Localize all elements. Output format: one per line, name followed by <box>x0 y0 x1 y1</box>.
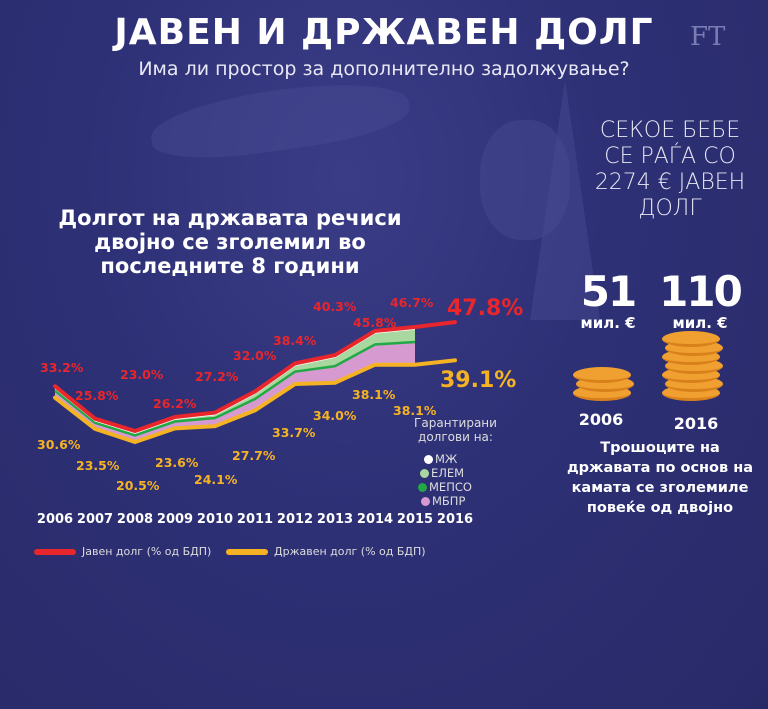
x-tick-label: 2015 <box>396 512 434 527</box>
legend-public-debt: Јавен долг (% од БДП) <box>34 545 211 558</box>
public-data-label: 26.2% <box>153 396 197 411</box>
legend-swatch <box>226 548 268 555</box>
x-tick-label: 2009 <box>156 512 194 527</box>
state-data-label: 23.5% <box>76 458 120 473</box>
state-data-label: 27.7% <box>232 448 276 463</box>
state-data-label: 33.7% <box>272 425 316 440</box>
state-data-label: 20.5% <box>116 478 160 493</box>
public-data-label: 46.7% <box>390 295 434 310</box>
legend-label: МБПР <box>432 494 466 508</box>
x-tick-label: 2007 <box>76 512 114 527</box>
ft-logo: FT <box>690 22 726 52</box>
state-data-label: 30.6% <box>37 437 81 452</box>
legend-dot <box>418 482 427 492</box>
line-state-debt <box>53 358 457 445</box>
guaranteed-title: Гарантирани долгови на: <box>414 416 497 444</box>
interest-2006-amount: 51 мил. € <box>568 267 648 333</box>
x-tick-label: 2014 <box>356 512 394 527</box>
public-data-label: 33.2% <box>40 360 84 375</box>
legend-dot <box>420 468 429 478</box>
line-mepso <box>54 340 416 437</box>
legend-label: МЕПСО <box>429 480 472 494</box>
x-tick-label: 2016 <box>436 512 474 527</box>
public-data-label: 27.2% <box>195 369 239 384</box>
baby-debt-text: СЕКОЕ БЕБЕ СЕ РАЃА СО 2274 € ЈАВЕН ДОЛГ <box>594 118 746 221</box>
legend-swatch <box>34 548 76 555</box>
state-data-label: 34.0% <box>313 408 357 423</box>
legend-label: МЖ <box>435 452 458 466</box>
x-tick-label: 2012 <box>276 512 314 527</box>
interest-caption: Трошоците на државата по основ на камата… <box>566 440 754 516</box>
band-mbpr <box>55 342 415 442</box>
amount-unit: мил. € <box>580 314 636 332</box>
x-tick-label: 2010 <box>196 512 234 527</box>
page-title: ЈАВЕН И ДРЖАВЕН ДОЛГ <box>114 12 654 53</box>
legend-label: ЕЛЕМ <box>431 466 465 480</box>
legend-mzh: МЖ <box>424 452 457 466</box>
state-data-label: 39.1% <box>440 368 516 393</box>
state-data-label: 24.1% <box>194 472 238 487</box>
x-tick-label: 2006 <box>36 512 74 527</box>
state-data-label: 38.1% <box>393 403 437 418</box>
amount-value: 110 <box>659 267 743 316</box>
amount-value: 51 <box>580 267 637 316</box>
x-tick-label: 2011 <box>236 512 274 527</box>
public-data-label: 23.0% <box>120 367 164 382</box>
legend-state-debt: Државен долг (% од БДП) <box>226 545 426 558</box>
state-data-label: 38.1% <box>352 387 396 402</box>
public-data-label: 47.8% <box>447 296 523 321</box>
coin-icon <box>662 331 720 347</box>
coin-icon <box>573 367 631 383</box>
legend-label: Јавен долг (% од БДП) <box>82 545 212 558</box>
legend-dot <box>421 496 430 506</box>
year-2016: 2016 <box>673 414 719 433</box>
year-2006: 2006 <box>578 410 624 429</box>
decorative-illustration <box>480 120 570 240</box>
public-data-label: 25.8% <box>75 388 119 403</box>
chart-headline: Долгот на државата речиси двојно се згол… <box>58 206 402 278</box>
x-tick-label: 2013 <box>316 512 354 527</box>
legend-mepso: МЕПСО <box>418 480 472 494</box>
line-public-debt <box>53 320 457 434</box>
amount-unit: мил. € <box>672 314 728 332</box>
public-data-label: 38.4% <box>273 333 317 348</box>
x-tick-label: 2008 <box>116 512 154 527</box>
public-data-label: 40.3% <box>313 299 357 314</box>
public-data-label: 45.8% <box>353 315 397 330</box>
state-data-label: 23.6% <box>155 455 199 470</box>
legend-dot <box>424 454 433 464</box>
page-subtitle: Има ли простор за дополнително задолжува… <box>138 58 630 80</box>
legend-mbpr: МБПР <box>421 494 465 508</box>
legend-label: Државен долг (% од БДП) <box>274 545 426 558</box>
legend-elem: ЕЛЕМ <box>420 466 464 480</box>
public-data-label: 32.0% <box>233 348 277 363</box>
interest-2016-amount: 110 мил. € <box>655 267 745 333</box>
band-elem <box>55 328 415 436</box>
